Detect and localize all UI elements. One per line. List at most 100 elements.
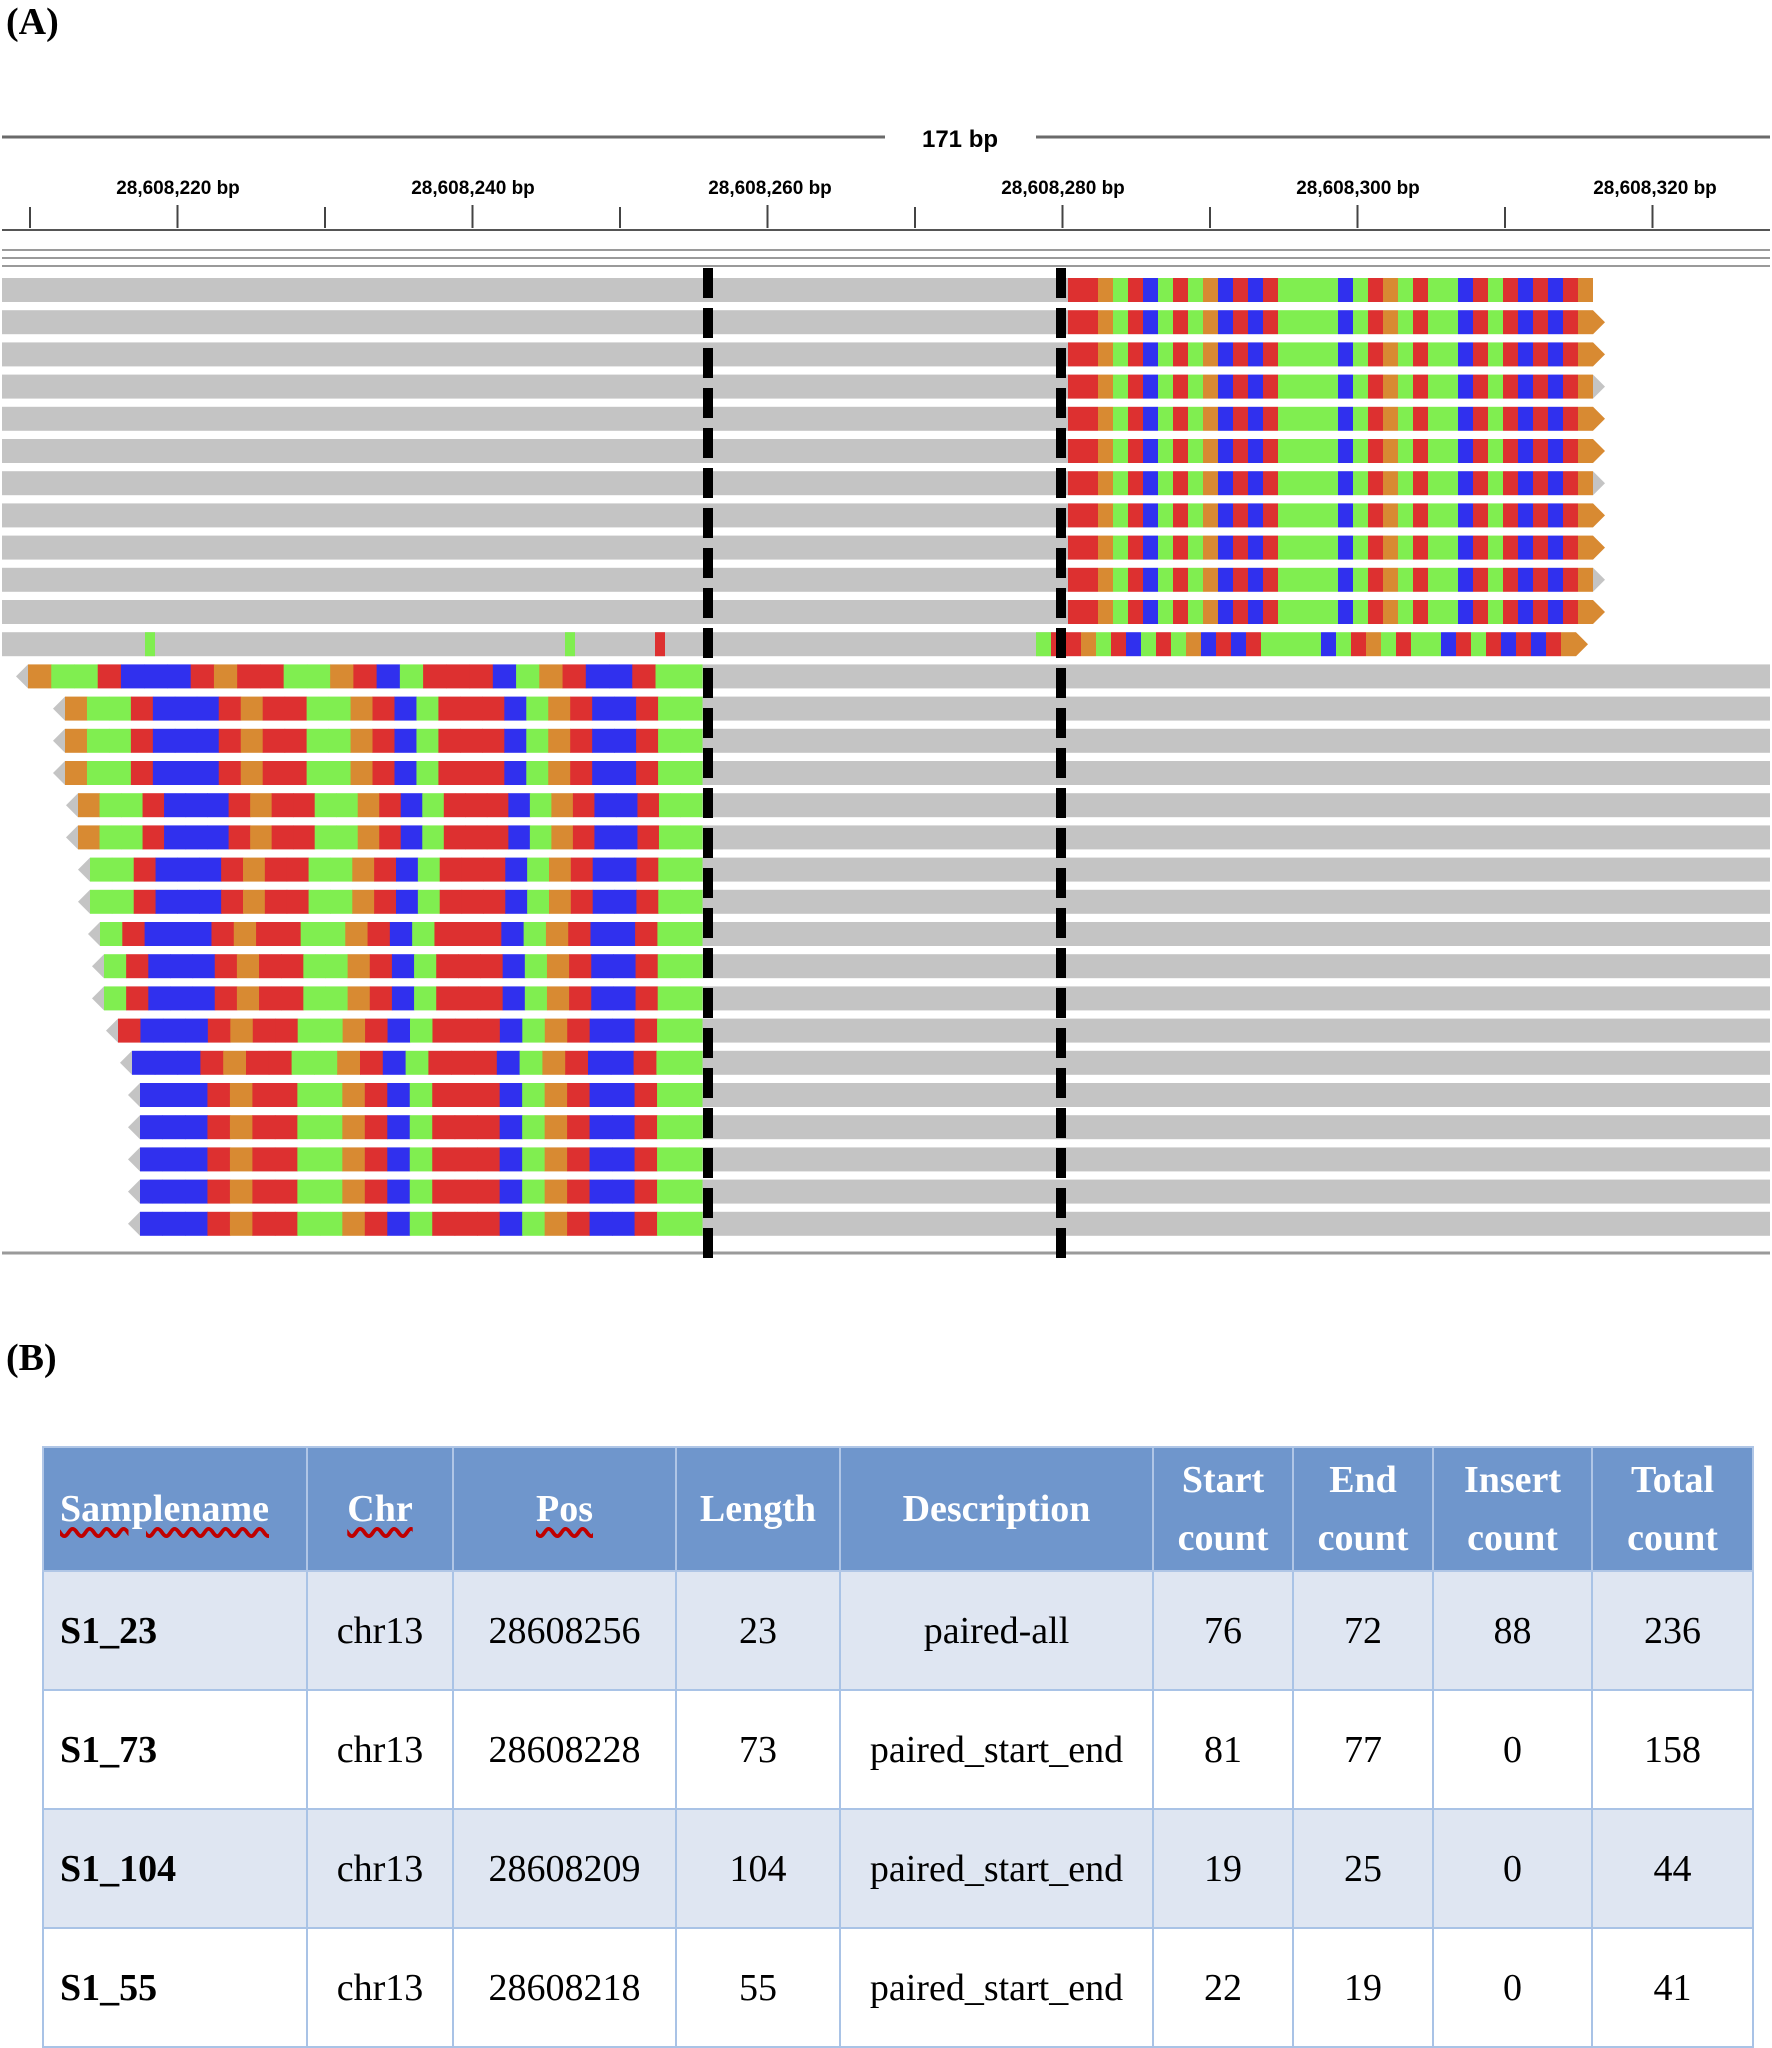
mismatch-base <box>1398 535 1413 560</box>
mismatch-base <box>387 1179 411 1204</box>
mismatch-base <box>1338 406 1353 431</box>
mismatch-base <box>1473 278 1488 302</box>
mismatch-base <box>432 1018 456 1043</box>
mismatch-base <box>1218 406 1233 431</box>
mismatch-base <box>438 761 461 785</box>
mismatch-base <box>1308 503 1323 528</box>
mismatch-base <box>679 1115 703 1140</box>
cell-samplename: S1_104 <box>42 1808 308 1929</box>
mismatch-base <box>274 1115 298 1140</box>
mismatch-base <box>1563 535 1578 560</box>
mismatch-base <box>1068 600 1083 624</box>
aligned-read <box>702 986 1770 1011</box>
mismatch-base <box>1563 278 1578 302</box>
mismatch-base <box>100 922 123 946</box>
mismatch-base <box>297 1018 321 1043</box>
mismatch-base <box>1096 632 1111 657</box>
mismatch-base <box>1263 342 1278 367</box>
mismatch-base <box>1338 310 1353 335</box>
mismatch-base <box>434 922 458 946</box>
mismatch-base <box>1578 406 1593 431</box>
mismatch-base <box>140 1115 163 1140</box>
mismatch-base <box>1066 632 1081 657</box>
mismatch-base <box>1368 406 1383 431</box>
mismatch-base <box>1548 471 1563 496</box>
cell-end-count: 25 <box>1292 1808 1434 1929</box>
mismatch-base <box>612 1018 636 1043</box>
mismatch-base <box>1263 600 1278 624</box>
mismatch-base <box>126 986 149 1011</box>
mismatch-base <box>1458 503 1473 528</box>
mismatch-base <box>505 857 528 882</box>
mismatch-base <box>1248 471 1263 496</box>
mismatch-base <box>367 922 391 946</box>
mismatch-base <box>522 1147 546 1172</box>
aligned-read <box>2 471 1068 496</box>
mismatch-base <box>1293 342 1308 367</box>
mismatch-base <box>314 793 337 818</box>
mismatch-base <box>1353 503 1368 528</box>
mismatch-base <box>572 825 595 850</box>
mismatch-base <box>1036 632 1051 657</box>
mismatch-base <box>142 825 165 850</box>
mismatch-base <box>218 761 242 785</box>
mismatch-base <box>1503 278 1518 302</box>
mismatch-base <box>548 728 571 753</box>
mismatch-base <box>634 1179 658 1204</box>
mismatch-base <box>439 889 463 914</box>
mismatch-base <box>1098 406 1113 431</box>
mismatch-base <box>657 1018 681 1043</box>
mismatch-base <box>658 793 681 818</box>
mismatch-base <box>1353 535 1368 560</box>
mismatch-base <box>1278 567 1293 592</box>
mismatch-base <box>389 922 413 946</box>
mismatch-base <box>262 696 286 721</box>
mismatch-base <box>236 954 260 979</box>
mismatch-base <box>1323 310 1338 335</box>
cell-chr: chr13 <box>306 1689 454 1810</box>
mismatch-base <box>461 889 484 914</box>
mismatch-base <box>243 857 266 882</box>
aligned-read <box>702 825 1770 850</box>
mismatch-base <box>1308 600 1323 624</box>
mismatch-base <box>207 793 230 818</box>
mismatch-base <box>634 1018 658 1043</box>
mismatch-base <box>118 1018 141 1043</box>
mismatch-base <box>680 696 703 721</box>
mismatch-base <box>260 664 285 689</box>
mismatch-base <box>1248 278 1263 302</box>
aligned-read <box>702 857 1770 882</box>
mismatch-base <box>1233 503 1248 528</box>
aligned-read <box>702 922 1770 946</box>
mismatch-base <box>414 986 437 1011</box>
aligned-read <box>702 1083 1770 1107</box>
mismatch-base <box>104 954 127 979</box>
mismatch-base <box>297 1211 321 1236</box>
mismatch-base <box>1428 535 1443 560</box>
mismatch-base <box>499 1179 523 1204</box>
mismatch-base <box>1173 310 1188 335</box>
read-arrow <box>1593 374 1605 399</box>
mismatch-base <box>1141 632 1156 657</box>
mismatch-base <box>526 696 549 721</box>
mismatch-base <box>1383 310 1398 335</box>
mismatch-base <box>262 761 286 785</box>
mismatch-base <box>86 761 110 785</box>
mismatch-base <box>121 793 144 818</box>
mismatch-base <box>446 664 471 689</box>
table-row: S1_23 chr13 28608256 23 paired-all 76 72… <box>42 1570 1754 1691</box>
mismatch-base <box>1188 439 1203 463</box>
read-arrow <box>1593 439 1605 463</box>
mismatch-base <box>1578 310 1593 335</box>
mismatch-base <box>97 664 122 689</box>
mismatch-base <box>589 1018 613 1043</box>
results-table-container: Samplename Chr Pos Length Description St… <box>42 1446 1754 2048</box>
mismatch-base <box>480 954 504 979</box>
mismatch-base <box>250 825 273 850</box>
mismatch-base <box>1518 310 1533 335</box>
mismatch-base <box>223 1050 247 1075</box>
mismatch-base <box>213 664 238 689</box>
mismatch-base <box>637 793 660 818</box>
mismatch-base <box>229 1147 253 1172</box>
mismatch-base <box>1323 600 1338 624</box>
